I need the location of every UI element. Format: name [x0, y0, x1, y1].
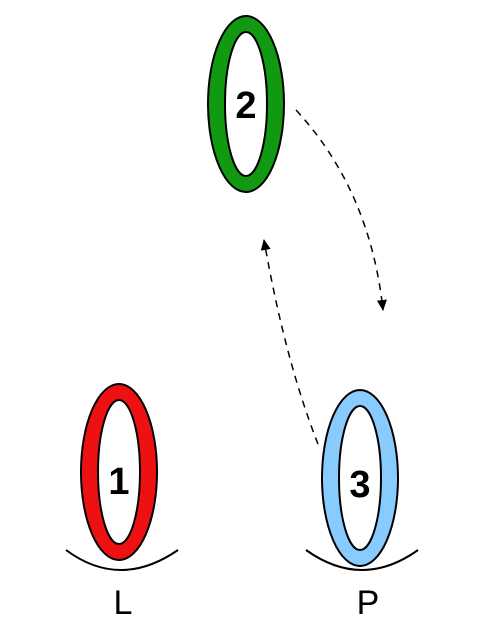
- base-arc-p: [305, 549, 419, 571]
- ring-2: 2: [207, 15, 285, 193]
- ring-3-inner: [338, 405, 382, 551]
- arrow-3-to-2: [260, 239, 319, 445]
- arrow-2-to-3: [295, 109, 387, 311]
- ring-3: 3: [321, 389, 399, 567]
- ring-2-label: 2: [235, 85, 256, 127]
- ring-1-inner: [97, 399, 141, 545]
- ring-2-inner: [224, 31, 268, 177]
- ring-1-label: 1: [108, 461, 129, 503]
- ring-1: 1: [80, 383, 158, 561]
- base-arc-l: [65, 549, 179, 571]
- base-label-l: L: [114, 584, 133, 622]
- base-label-p: P: [357, 584, 380, 622]
- ring-3-label: 3: [349, 464, 370, 506]
